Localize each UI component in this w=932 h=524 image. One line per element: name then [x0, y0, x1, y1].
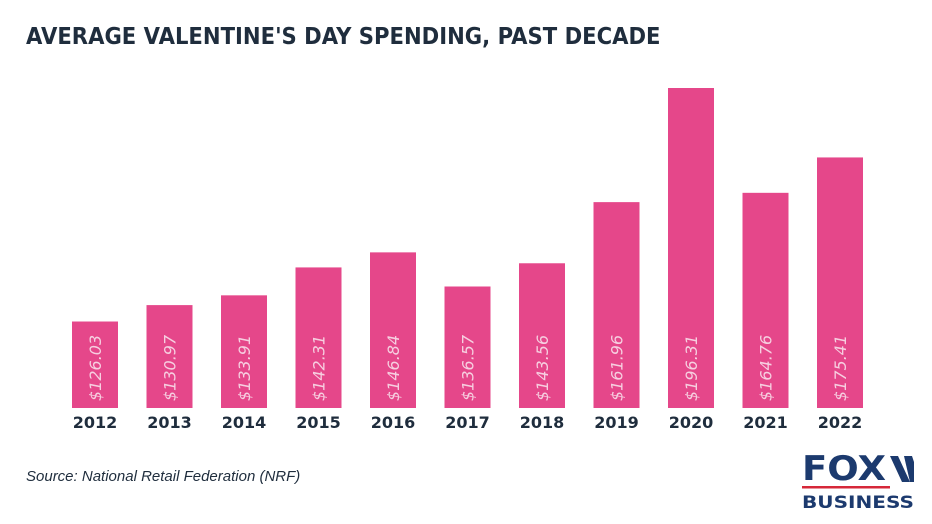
- x-tick-label: 2018: [520, 413, 565, 432]
- bar-chart: $126.03 2012 $130.97 2013 $133.91 2014 $142.31…: [72, 88, 863, 432]
- bar-2019: [593, 202, 640, 408]
- data-label: $142.31: [310, 335, 329, 401]
- source-note: Source: National Retail Federation (NRF): [26, 468, 301, 485]
- data-label: $126.03: [86, 335, 105, 401]
- data-label: $164.76: [757, 335, 776, 401]
- x-tick-label: 2014: [222, 413, 267, 432]
- x-tick-label: 2021: [743, 413, 788, 432]
- x-tick-label: 2015: [296, 413, 341, 432]
- bar-2015: [295, 267, 342, 408]
- bar-2022: [817, 157, 863, 408]
- bar-2018: [519, 263, 565, 408]
- x-tick-label: 2020: [669, 413, 714, 432]
- data-label: $146.84: [384, 335, 403, 401]
- bar-2017: [444, 286, 491, 408]
- bar-2016: [370, 252, 416, 408]
- x-tick-label: 2022: [818, 413, 863, 432]
- bar-2012: [72, 321, 118, 408]
- chart-title: AVERAGE VALENTINE'S DAY SPENDING, PAST D…: [26, 24, 661, 50]
- fox-business-logo: FOX BUSINESS: [802, 450, 914, 513]
- svg-text:BUSINESS: BUSINESS: [802, 493, 914, 513]
- data-label: $143.56: [533, 335, 552, 401]
- bar-2014: [221, 295, 267, 408]
- data-label: $175.41: [831, 335, 850, 401]
- data-label: $161.96: [608, 335, 627, 401]
- x-tick-label: 2019: [594, 413, 639, 432]
- bar-2013: [146, 305, 193, 408]
- x-tick-label: 2013: [147, 413, 192, 432]
- bar-2020: [668, 88, 714, 408]
- x-tick-label: 2016: [371, 413, 416, 432]
- bar-2021: [742, 192, 789, 408]
- svg-text:FOX: FOX: [802, 450, 886, 489]
- x-tick-label: 2012: [73, 413, 118, 432]
- data-label: $196.31: [682, 335, 701, 401]
- data-label: $130.97: [161, 334, 180, 401]
- data-label: $136.57: [459, 334, 478, 401]
- data-label: $133.91: [235, 335, 254, 401]
- x-tick-label: 2017: [445, 413, 490, 432]
